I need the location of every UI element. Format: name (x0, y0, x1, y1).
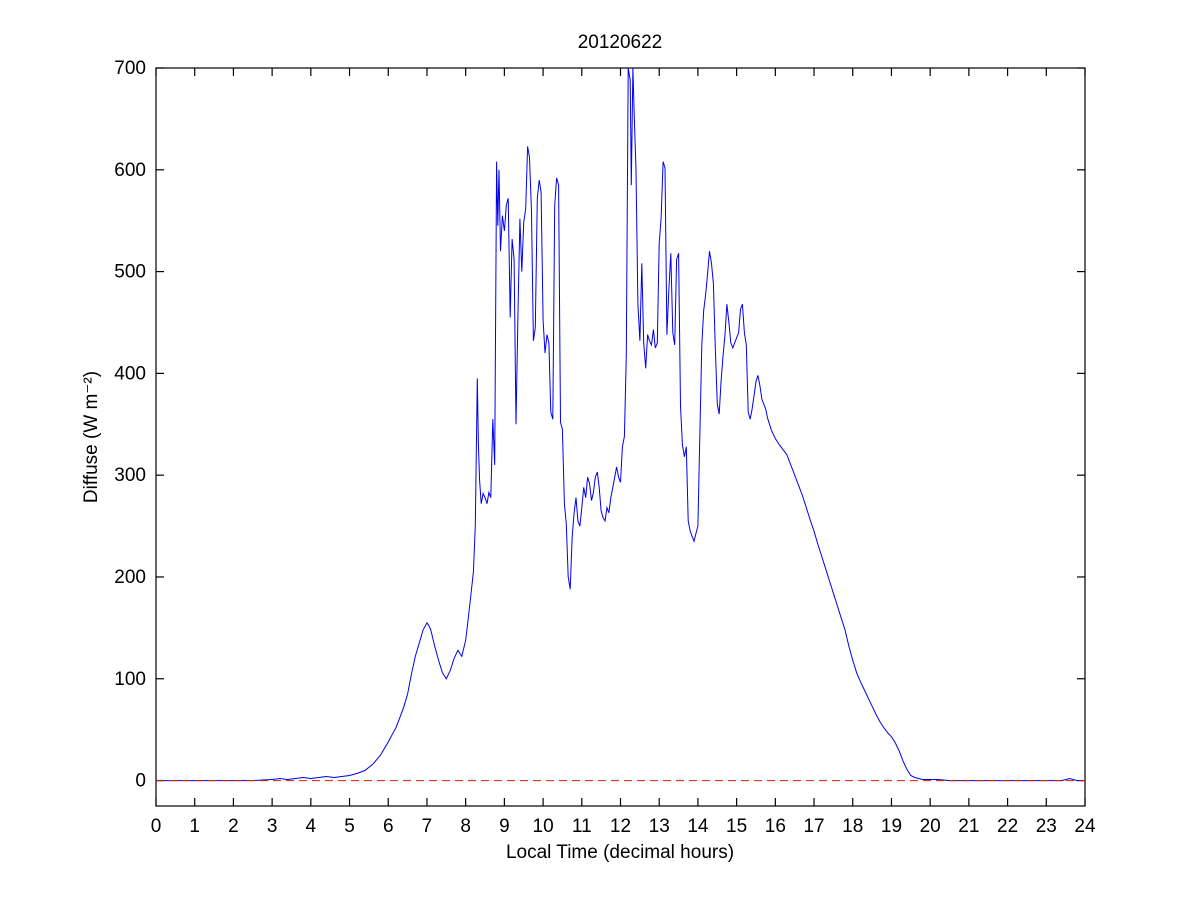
x-tick-label: 19 (881, 816, 902, 837)
y-tick-label: 600 (114, 160, 146, 181)
x-tick-label: 24 (1074, 816, 1096, 837)
x-tick-label: 21 (958, 816, 979, 837)
x-tick-label: 2 (228, 816, 239, 837)
y-axis-label: Diffuse (W m⁻²) (81, 371, 102, 503)
x-tick-label: 20 (920, 816, 941, 837)
x-tick-label: 13 (649, 816, 670, 837)
x-tick-label: 22 (997, 816, 1018, 837)
x-tick-label: 1 (189, 816, 200, 837)
y-tick-label: 700 (114, 58, 146, 79)
x-tick-label: 4 (306, 816, 317, 837)
y-tick-label: 100 (114, 669, 146, 690)
series-diffuse-irradiance (156, 67, 1085, 782)
x-tick-label: 12 (610, 816, 631, 837)
x-tick-label: 6 (383, 816, 394, 837)
x-tick-label: 23 (1036, 816, 1057, 837)
plot-area (156, 67, 1085, 782)
x-tick-label: 11 (572, 816, 592, 837)
y-tick-label: 400 (114, 363, 146, 384)
x-tick-label: 18 (842, 816, 863, 837)
y-tick-label: 0 (135, 771, 146, 792)
y-tick-label: 300 (114, 465, 146, 486)
x-tick-label: 16 (765, 816, 786, 837)
x-tick-label: 9 (499, 816, 510, 837)
x-tick-label: 0 (151, 816, 162, 837)
x-tick-label: 5 (344, 816, 355, 837)
y-tick-label: 500 (114, 262, 146, 283)
plot-box (155, 67, 1086, 807)
x-tick-label: 3 (267, 816, 278, 837)
x-tick-label: 17 (803, 816, 824, 837)
chart-title: 20120622 (578, 32, 663, 53)
y-tick-label: 200 (114, 567, 146, 588)
x-axis-label: Local Time (decimal hours) (506, 842, 734, 863)
ticks: 0 1 2 3 4 5 6 7 8 9 10 11 12 13 14 15 16 17 18 19 20 21 22 23 24… (114, 58, 1096, 837)
x-tick-label: 8 (460, 816, 471, 837)
x-tick-label: 15 (726, 816, 747, 837)
x-tick-label: 10 (533, 816, 554, 837)
x-tick-label: 14 (687, 816, 709, 837)
x-tick-label: 7 (422, 816, 433, 837)
